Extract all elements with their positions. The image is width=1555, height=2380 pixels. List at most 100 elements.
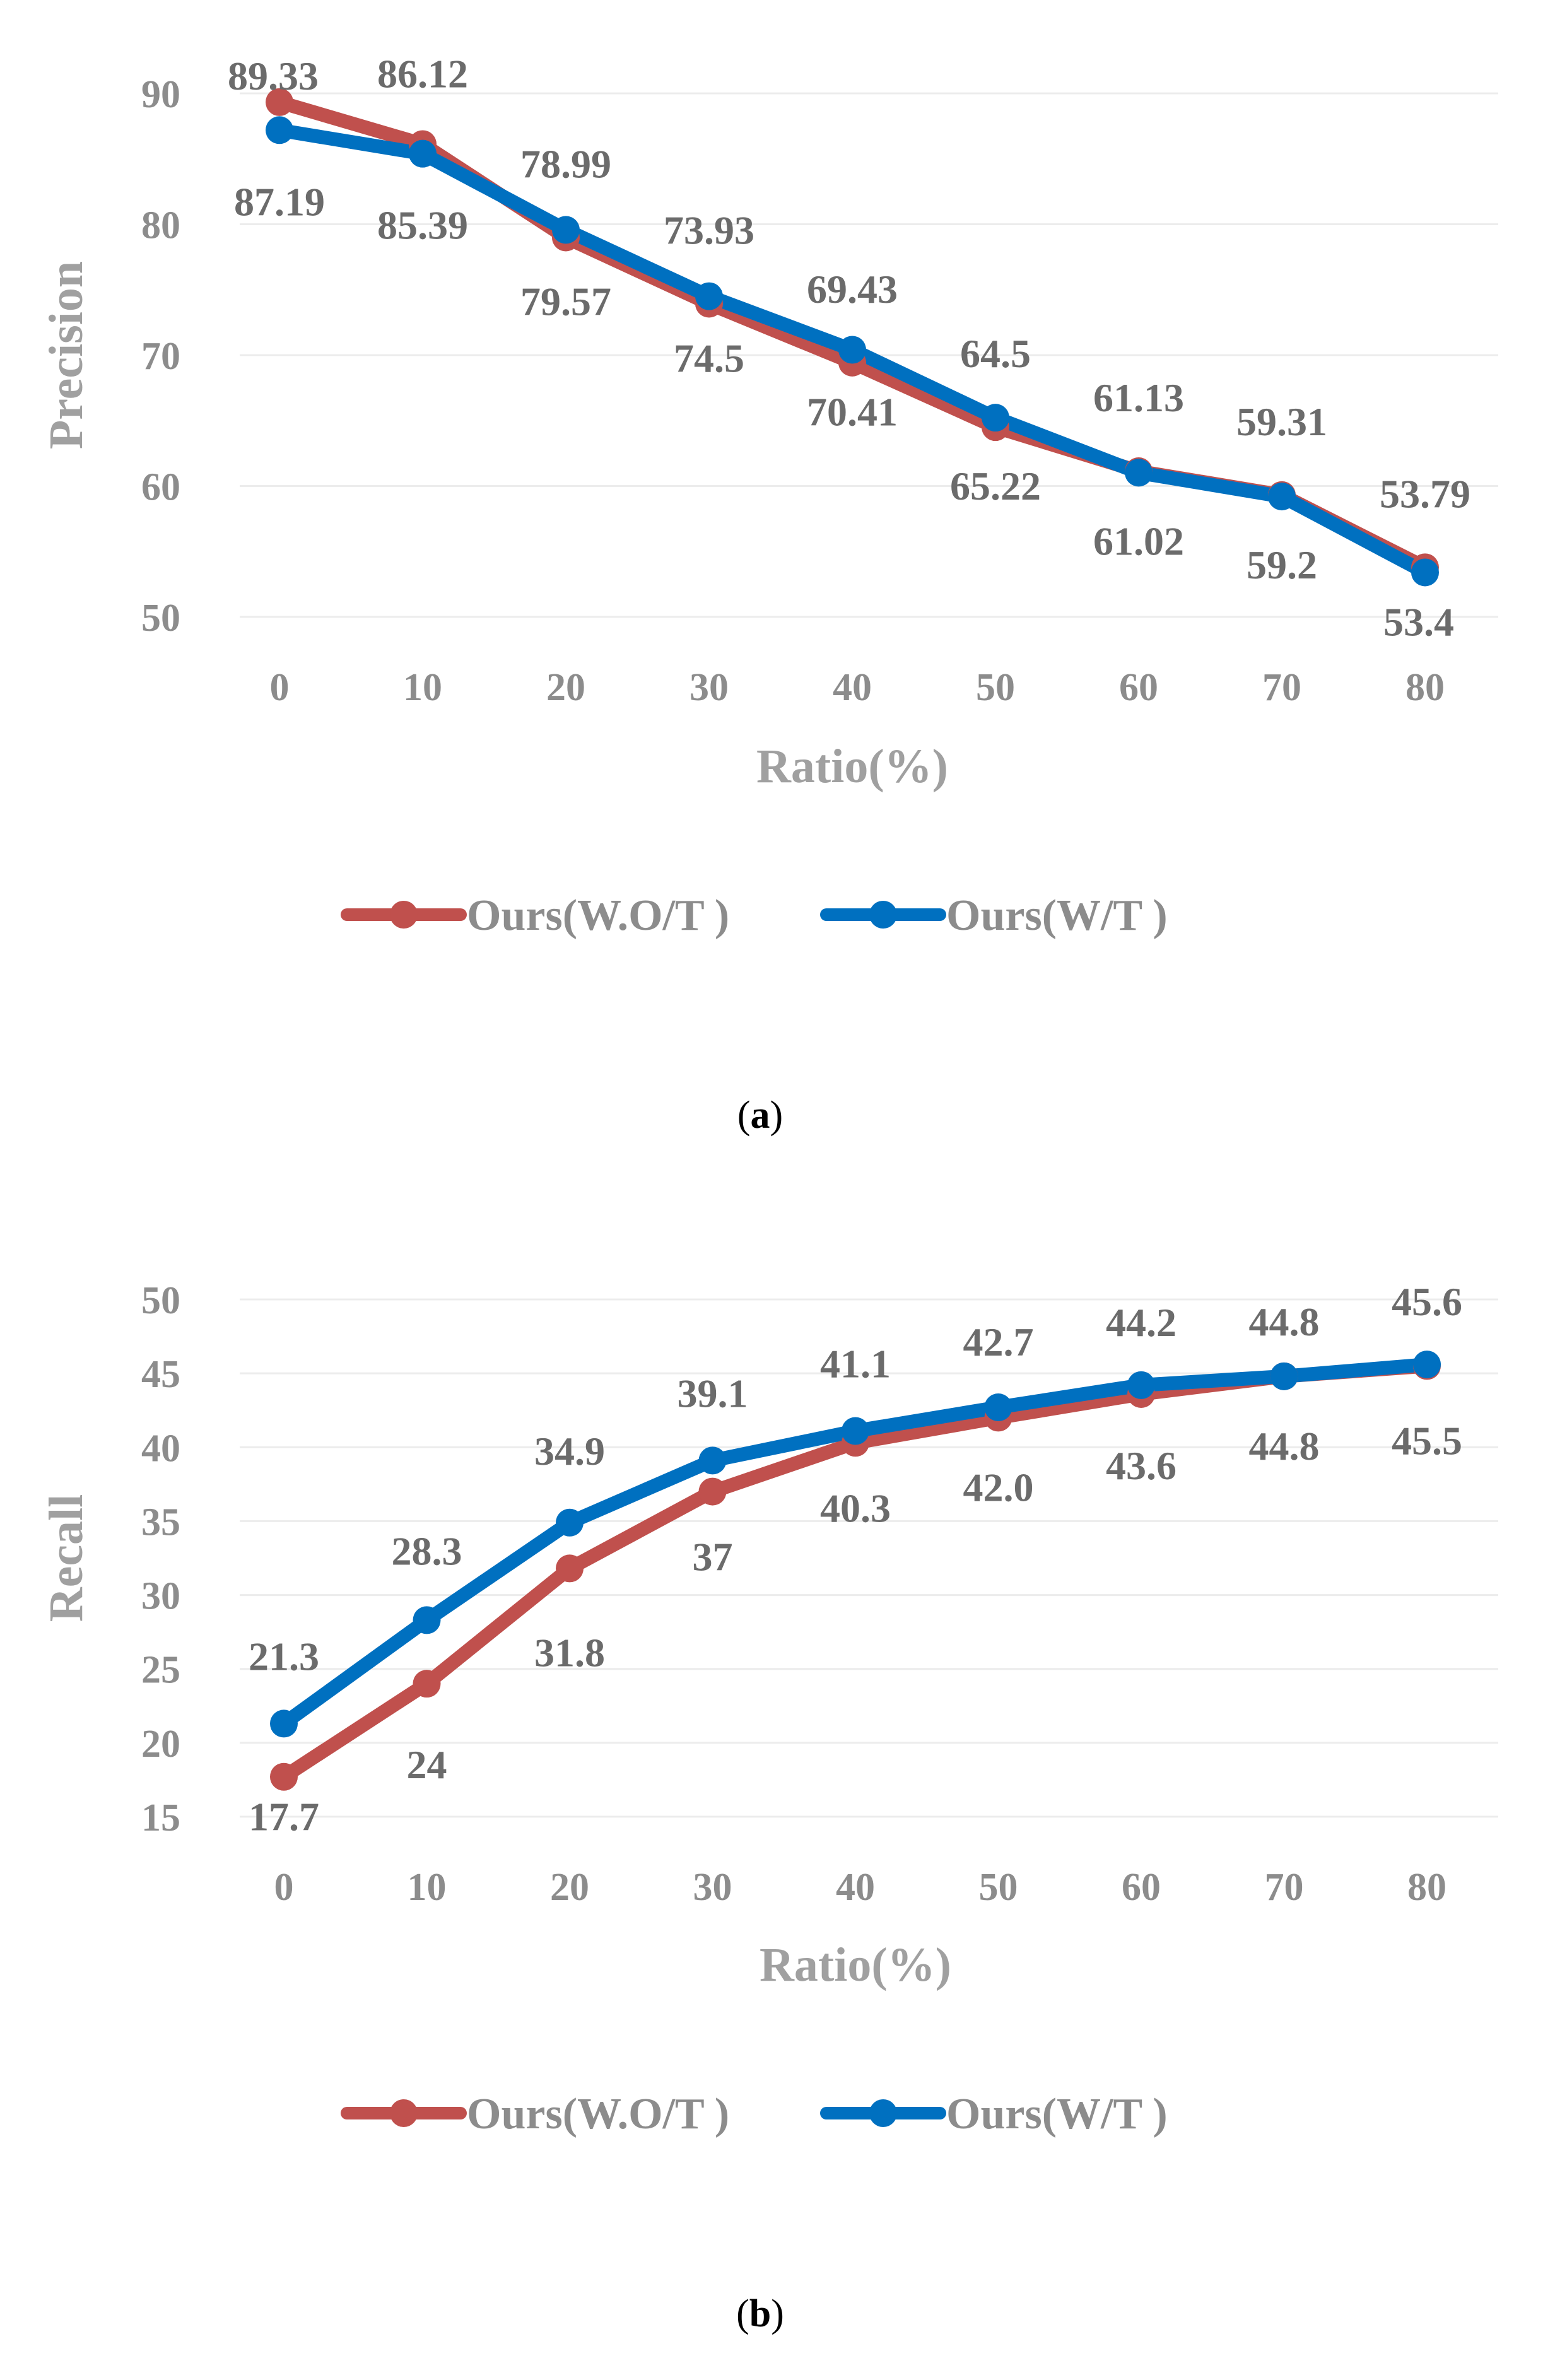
data-label-w: 53.4 [1383, 599, 1454, 644]
data-point-w [1411, 558, 1439, 587]
data-point-w [552, 216, 580, 244]
data-point-w [413, 1606, 441, 1634]
data-label-wo: 73.93 [664, 208, 754, 252]
x-tick-label: 50 [979, 1866, 1018, 1909]
data-label-w: 44.8 [1249, 1299, 1320, 1344]
data-label-w: 79.57 [520, 279, 611, 324]
data-label-wo: 24 [407, 1742, 447, 1787]
data-point-wo [698, 1477, 727, 1506]
data-point-w [270, 1709, 298, 1738]
data-point-w [556, 1508, 584, 1537]
data-label-wo: 17.7 [249, 1795, 319, 1839]
data-label-w: 65.22 [950, 464, 1041, 508]
data-label-w: 44.2 [1106, 1300, 1177, 1345]
y-tick-label: 20 [141, 1723, 180, 1766]
data-point-w [695, 282, 723, 310]
legend-label-wo: Ours(W.O/T ) [467, 891, 729, 940]
y-axis-title: Precision [40, 261, 93, 449]
data-label-wo: 42.0 [963, 1465, 1034, 1509]
data-label-wo: 59.31 [1236, 399, 1327, 444]
figure-caption: (b) [736, 2292, 784, 2335]
data-point-w [1125, 459, 1153, 487]
figure-caption: (a) [737, 1094, 783, 1137]
legend-label-wo: Ours(W.O/T ) [467, 2090, 729, 2138]
y-tick-label: 80 [141, 204, 180, 247]
y-tick-label: 50 [141, 597, 180, 640]
x-tick-label: 50 [976, 666, 1015, 709]
x-tick-label: 10 [408, 1866, 447, 1909]
chart-panel-b: 15 20 25 30 35 40 45 50 0 10 20 30 40 50 60 70 80 Ratio(%… [40, 1279, 1498, 2335]
y-axis-title: Recall [40, 1494, 93, 1622]
data-point-wo [413, 1670, 441, 1698]
legend-marker-w [869, 2099, 897, 2127]
x-tick-label: 0 [270, 666, 290, 709]
x-tick-label: 80 [1405, 666, 1445, 709]
x-tick-label: 0 [274, 1866, 294, 1909]
data-point-w [838, 336, 866, 364]
data-label-w: 74.5 [674, 336, 744, 381]
data-label-wo: 31.8 [534, 1630, 605, 1675]
legend-label-w: Ours(W/T ) [946, 2090, 1168, 2138]
data-label-wo: 43.6 [1106, 1443, 1177, 1488]
data-label-w: 85.39 [377, 203, 468, 248]
data-label-w: 39.1 [678, 1371, 748, 1416]
x-tick-label: 70 [1265, 1866, 1304, 1909]
data-label-w: 45.6 [1392, 1279, 1462, 1324]
data-label-w: 61.02 [1093, 519, 1184, 563]
data-point-w [1413, 1351, 1441, 1379]
chart-panel-a: 50 60 70 80 90 0 10 20 30 40 50 60 70 80 Ratio(%) Preci… [40, 52, 1498, 1137]
data-point-w [698, 1446, 727, 1475]
data-label-wo: 53.79 [1380, 471, 1470, 516]
data-label-wo: 86.12 [377, 52, 468, 97]
y-tick-label: 60 [141, 466, 180, 509]
x-tick-label: 30 [693, 1866, 732, 1909]
legend-label-w: Ours(W/T ) [946, 891, 1168, 940]
x-tick-label: 30 [689, 666, 729, 709]
data-point-w [1127, 1371, 1155, 1399]
data-label-wo: 78.99 [520, 141, 611, 186]
y-tick-label: 30 [141, 1575, 180, 1618]
data-label-wo: 45.5 [1392, 1418, 1462, 1463]
data-label-w: 70.41 [807, 389, 898, 434]
x-tick-label: 40 [833, 666, 872, 709]
x-tick-label: 70 [1262, 666, 1301, 709]
data-label-wo: 37 [693, 1535, 733, 1580]
data-point-w [266, 116, 293, 144]
y-tick-label: 90 [141, 73, 180, 116]
x-tick-label: 20 [550, 1866, 589, 1909]
x-tick-label: 60 [1119, 666, 1158, 709]
data-label-wo: 61.13 [1093, 375, 1184, 420]
data-point-w [984, 1393, 1012, 1422]
data-label-w: 59.2 [1247, 542, 1317, 587]
data-label-w: 21.3 [249, 1634, 319, 1679]
x-tick-label: 20 [546, 666, 585, 709]
y-tick-label: 50 [141, 1279, 180, 1322]
y-tick-label: 25 [141, 1649, 180, 1692]
x-axis-title: Ratio(%) [760, 1938, 951, 1991]
data-point-w [1268, 483, 1296, 511]
data-label-wo: 69.43 [807, 267, 898, 312]
data-point-wo [266, 88, 293, 116]
data-label-w: 87.19 [234, 179, 325, 224]
legend-marker-w [869, 901, 897, 929]
data-label-wo: 89.33 [228, 54, 319, 98]
data-point-w [842, 1417, 869, 1445]
data-label-wo: 64.5 [960, 331, 1031, 376]
y-tick-label: 70 [141, 335, 180, 378]
x-tick-label: 80 [1407, 1866, 1446, 1909]
data-label-w: 42.7 [963, 1320, 1034, 1364]
y-tick-label: 40 [141, 1427, 180, 1470]
data-label-w: 28.3 [392, 1528, 462, 1573]
legend-marker-wo [390, 901, 418, 929]
data-label-wo: 44.8 [1249, 1424, 1320, 1468]
x-tick-label: 10 [403, 666, 442, 709]
legend-marker-wo [390, 2099, 418, 2127]
y-tick-label: 35 [141, 1501, 180, 1544]
x-axis-title: Ratio(%) [756, 740, 948, 793]
x-tick-label: 60 [1122, 1866, 1161, 1909]
x-tick-label: 40 [836, 1866, 875, 1909]
y-tick-label: 45 [141, 1353, 180, 1396]
data-label-wo: 40.3 [820, 1486, 891, 1530]
data-point-w [982, 404, 1009, 432]
